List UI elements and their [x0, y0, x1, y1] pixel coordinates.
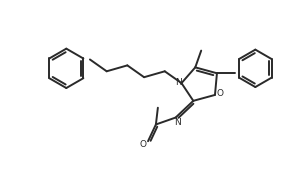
Text: O: O — [140, 140, 147, 149]
Text: O: O — [216, 89, 223, 98]
Text: N: N — [174, 118, 181, 127]
Text: N: N — [175, 78, 182, 87]
